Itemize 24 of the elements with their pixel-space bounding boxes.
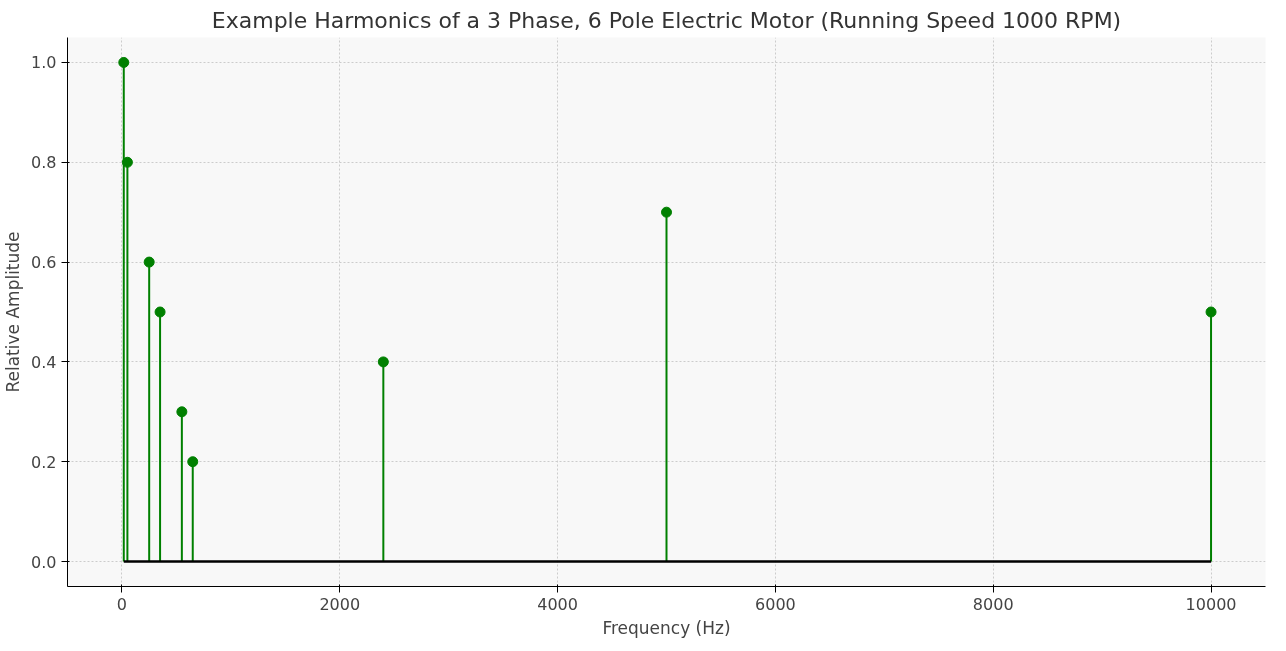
point xyxy=(154,306,166,318)
y-tick-label: 0.8 xyxy=(31,153,57,173)
x-tick-label: 10000 xyxy=(1185,594,1237,614)
x-axis-title: Frequency (Hz) xyxy=(602,617,731,638)
point xyxy=(121,156,133,168)
point xyxy=(1205,306,1217,318)
chart-title: Example Harmonics of a 3 Phase, 6 Pole Electric Motor (Running Speed 1000 RPM) xyxy=(211,7,1122,33)
point xyxy=(377,356,389,368)
y-axis-title: Relative Amplitude xyxy=(3,231,24,393)
x-tick-label: 2000 xyxy=(319,594,361,614)
y-tick-label: 1.0 xyxy=(31,53,57,73)
point xyxy=(118,56,130,68)
x-tick-label: 0 xyxy=(116,594,128,614)
y-tick-label: 0.0 xyxy=(31,552,57,572)
y-tick-label: 0.6 xyxy=(31,253,57,273)
point xyxy=(176,406,188,418)
x-tick-label: 4000 xyxy=(537,594,578,614)
y-tick-label: 0.4 xyxy=(31,352,57,372)
point xyxy=(661,206,672,218)
point xyxy=(143,256,155,268)
x-tick-label: 6000 xyxy=(755,594,796,614)
y-tick-label: 0.2 xyxy=(31,452,57,472)
point xyxy=(187,456,199,468)
x-tick-label: 8000 xyxy=(972,594,1014,614)
